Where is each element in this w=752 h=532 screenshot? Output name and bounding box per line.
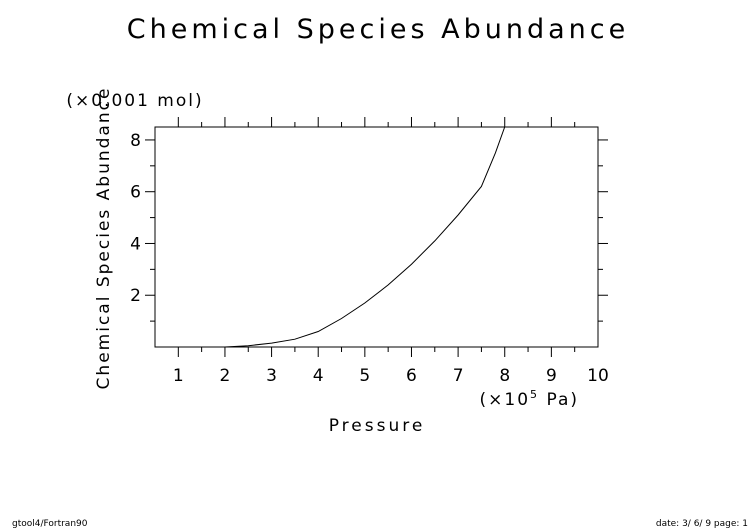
y-axis-label: Chemical Species Abundance xyxy=(94,87,114,390)
y-tick-label: 8 xyxy=(130,131,141,151)
y-tick-label: 6 xyxy=(130,183,141,203)
chart-title: Chemical Species Abundance xyxy=(127,14,629,45)
x-axis-unit: (×105 Pa) xyxy=(480,388,579,410)
y-axis-unit: (×0.001 mol) xyxy=(66,91,203,111)
x-tick-label: 6 xyxy=(406,366,417,386)
x-axis-unit-suffix: Pa) xyxy=(539,390,579,410)
x-axis-unit-prefix: (×10 xyxy=(480,390,531,410)
y-tick-label: 2 xyxy=(130,286,141,306)
x-tick-label: 8 xyxy=(499,366,510,386)
x-tick-label: 7 xyxy=(453,366,464,386)
plot-frame xyxy=(154,126,599,348)
plot-area: 1 2 3 4 5 6 7 8 9 10 2 4 6 8 xyxy=(130,117,609,386)
footer-right: date: 3/ 6/ 9 page: 1 xyxy=(656,519,748,529)
x-tick-label: 3 xyxy=(266,366,277,386)
footer-left: gtool4/Fortran90 xyxy=(12,519,88,529)
x-tick-label: 10 xyxy=(587,366,609,386)
y-tick-label: 4 xyxy=(130,234,141,254)
x-axis-label: Pressure xyxy=(329,416,426,436)
series-line-0 xyxy=(155,126,598,348)
x-tick-label: 1 xyxy=(173,366,184,386)
x-tick-label: 9 xyxy=(546,366,557,386)
x-tick-label: 2 xyxy=(220,366,231,386)
x-tick-label: 4 xyxy=(313,366,324,386)
x-tick-label: 5 xyxy=(359,366,370,386)
x-axis-unit-exp: 5 xyxy=(530,388,539,401)
